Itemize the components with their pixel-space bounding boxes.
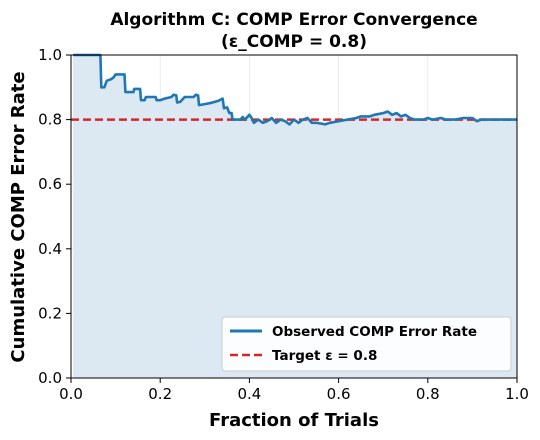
- legend-box: [221, 316, 512, 372]
- x-tick-label: 0.6: [327, 385, 351, 403]
- legend-label-observed: Observed COMP Error Rate: [272, 324, 477, 340]
- observed-line: [73, 53, 517, 126]
- legend: Observed COMP Error Rate Target ε = 0.8: [221, 316, 512, 372]
- x-tick-label: 0.8: [416, 385, 440, 403]
- x-axis-ticks: 0.0 0.2 0.4 0.6 0.8 1.0: [59, 378, 529, 403]
- chart-title-line2: (ε_COMP = 0.8): [221, 32, 367, 52]
- y-tick-label: 0.4: [38, 240, 62, 258]
- y-tick-label: 1.0: [38, 46, 62, 64]
- observed-area-fill: [73, 55, 517, 378]
- y-tick-label: 0.2: [38, 304, 62, 322]
- x-tick-label: 0.4: [237, 385, 261, 403]
- plot-frame: [70, 54, 518, 379]
- x-tick-label: 0.2: [148, 385, 172, 403]
- y-axis-ticks: 0.0 0.2 0.4 0.6 0.8 1.0: [38, 46, 71, 387]
- y-tick-label: 0.8: [38, 111, 62, 129]
- x-tick-label: 0.0: [59, 385, 83, 403]
- legend-label-target: Target ε = 0.8: [272, 348, 377, 364]
- y-tick-label: 0.6: [38, 175, 62, 193]
- x-tick-label: 1.0: [505, 385, 529, 403]
- chart-title-line1: Algorithm C: COMP Error Convergence: [110, 10, 477, 30]
- y-tick-label: 0.0: [38, 369, 62, 387]
- x-axis-label: Fraction of Trials: [209, 410, 379, 431]
- y-axis-label: Cumulative COMP Error Rate: [8, 71, 29, 362]
